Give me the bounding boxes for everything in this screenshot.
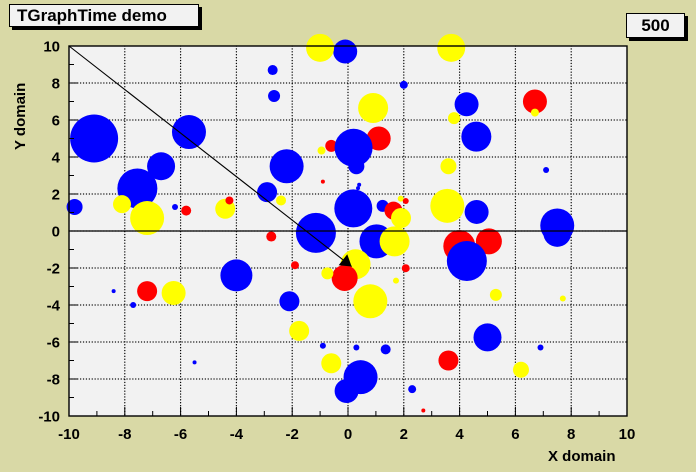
svg-text:-4: -4 — [230, 426, 244, 443]
svg-text:-8: -8 — [118, 426, 131, 443]
svg-text:8: 8 — [567, 426, 575, 443]
svg-text:-2: -2 — [286, 426, 299, 443]
svg-text:2: 2 — [400, 426, 408, 443]
svg-text:0: 0 — [52, 224, 60, 241]
svg-text:6: 6 — [52, 113, 60, 130]
svg-text:10: 10 — [619, 426, 636, 443]
svg-text:6: 6 — [511, 426, 519, 443]
svg-text:-6: -6 — [47, 335, 60, 352]
svg-text:2: 2 — [52, 187, 60, 204]
svg-text:-6: -6 — [174, 426, 187, 443]
svg-text:4: 4 — [455, 426, 464, 443]
svg-text:4: 4 — [52, 150, 61, 167]
svg-text:0: 0 — [344, 426, 352, 443]
svg-text:-2: -2 — [47, 261, 60, 278]
svg-text:10: 10 — [43, 39, 60, 56]
svg-text:-8: -8 — [47, 372, 60, 389]
svg-text:-4: -4 — [47, 298, 61, 315]
svg-text:-10: -10 — [38, 409, 60, 426]
svg-text:-10: -10 — [58, 426, 80, 443]
svg-text:8: 8 — [52, 76, 60, 93]
